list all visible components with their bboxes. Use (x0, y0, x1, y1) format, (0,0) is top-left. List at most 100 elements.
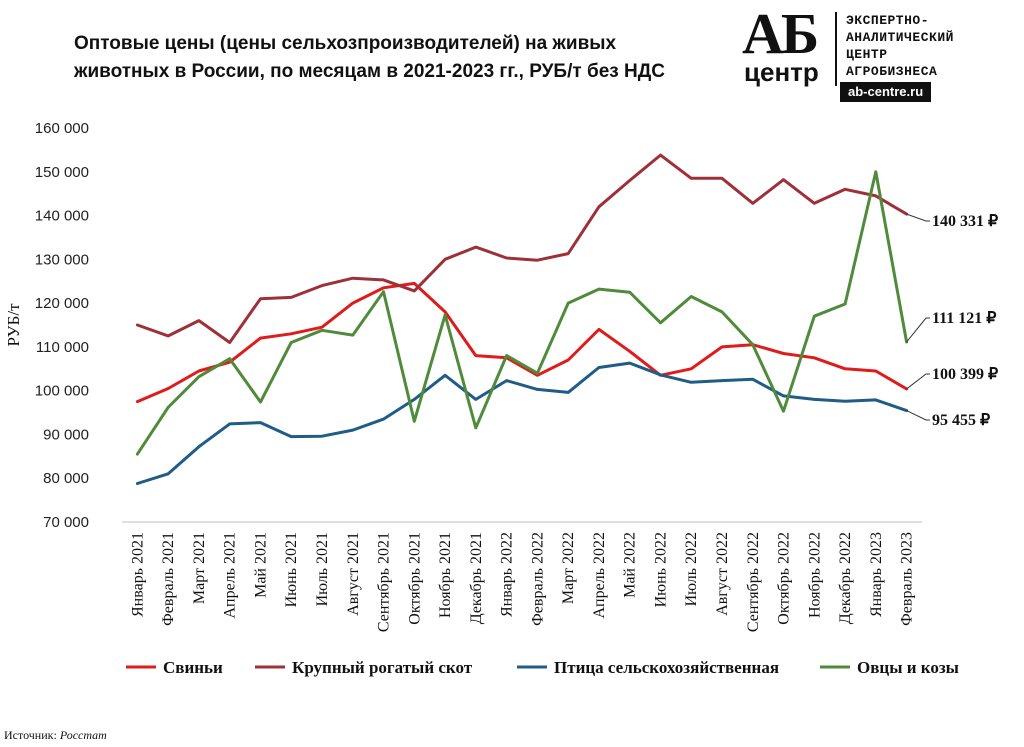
series-point-1 (874, 194, 878, 198)
logo-text: ЭКСПЕРТНО- АНАЛИТИЧЕСКИЙ ЦЕНТР АГРОБИЗНЕ… (846, 12, 954, 80)
y-tick-label: 110 000 (36, 339, 89, 356)
series-point-0 (813, 356, 816, 360)
series-point-3 (166, 406, 170, 409)
ab-centre-logo: АБ центр ЭКСПЕРТНО- АНАЛИТИЧЕСКИЙ ЦЕНТР … (742, 4, 1004, 106)
series-point-3 (259, 400, 262, 404)
y-tick-label: 100 000 (35, 383, 89, 400)
logo-line2: АНАЛИТИЧЕСКИЙ (846, 30, 954, 45)
series-point-1 (136, 323, 139, 327)
x-tick-label: Февраль 2021 (160, 532, 177, 626)
series-point-2 (628, 361, 631, 365)
series-point-1 (197, 319, 201, 322)
x-tick-label: Август 2021 (345, 532, 362, 616)
series-line-3 (135, 170, 909, 456)
series-point-0 (566, 358, 570, 362)
y-tick-label: 160 000 (35, 120, 89, 137)
series-point-3 (413, 420, 416, 423)
series-point-0 (166, 387, 170, 390)
series-point-1 (843, 188, 847, 191)
x-tick-label: Апрель 2021 (222, 532, 239, 619)
legend-label: Свиньи (163, 658, 223, 677)
series-point-2 (536, 388, 539, 391)
series-point-2 (382, 417, 385, 421)
series-point-3 (874, 170, 878, 173)
x-tick-label: Март 2022 (560, 532, 577, 604)
series-point-0 (597, 328, 601, 331)
series-point-3 (197, 375, 201, 378)
end-label-leader (906, 317, 930, 343)
x-tick-label: Декабрь 2022 (837, 532, 854, 624)
x-tick-label: Ноябрь 2022 (806, 532, 823, 618)
series-point-3 (228, 357, 231, 360)
series-point-3 (751, 343, 754, 346)
series-point-0 (351, 301, 354, 305)
series-point-3 (659, 321, 662, 325)
logo-mark-top: АБ (742, 1, 819, 66)
x-tick-label: Февраль 2022 (529, 532, 546, 626)
series-point-3 (690, 295, 693, 298)
y-tick-label: 140 000 (35, 208, 89, 225)
series-point-0 (197, 369, 201, 373)
series-point-3 (628, 290, 631, 294)
logo-mark-bottom: центр (744, 57, 819, 87)
legend-label: Птица сельскохозяйственная (554, 658, 779, 677)
series-point-2 (505, 379, 508, 382)
y-tick-label: 150 000 (35, 164, 89, 181)
series-point-3 (382, 290, 385, 293)
end-label-leader (906, 213, 930, 222)
series-point-2 (443, 374, 447, 377)
x-tick-label: Октябрь 2022 (776, 532, 793, 625)
logo-line4: АГРОБИЗНЕСА (846, 64, 938, 79)
series-point-2 (136, 482, 139, 485)
x-tick-label: Январь 2023 (868, 532, 885, 617)
series-point-2 (166, 472, 170, 476)
series-point-3 (813, 315, 816, 318)
x-tick-label: Июль 2021 (314, 532, 331, 606)
series-line-2 (135, 361, 909, 485)
series-point-2 (843, 399, 847, 403)
series-point-1 (320, 284, 324, 287)
series-point-1 (566, 252, 570, 255)
source-value: Росстат (59, 728, 107, 742)
series-point-3 (566, 301, 570, 305)
series-point-2 (690, 381, 693, 384)
series-point-0 (843, 367, 847, 370)
series-point-1 (720, 177, 724, 180)
x-tick-label: Январь 2021 (129, 532, 146, 617)
series-point-3 (320, 329, 324, 332)
y-tick-label: 120 000 (35, 295, 89, 312)
series-point-2 (874, 398, 878, 402)
series-point-2 (413, 398, 416, 401)
series-point-2 (320, 434, 324, 438)
series-point-3 (351, 333, 354, 337)
series-point-2 (782, 394, 785, 398)
x-tick-label: Июнь 2022 (652, 532, 669, 607)
series-point-1 (628, 179, 631, 182)
series-point-0 (782, 352, 785, 355)
x-tick-label: Сентябрь 2022 (745, 532, 762, 632)
series-point-1 (166, 334, 170, 338)
series-point-2 (813, 398, 816, 401)
series-point-3 (597, 287, 601, 291)
logo-line3: ЦЕНТР (846, 47, 888, 62)
series-point-0 (628, 350, 631, 353)
end-value-label: 140 331 ₽ (932, 213, 998, 230)
x-tick-label: Август 2022 (714, 532, 731, 616)
series-point-2 (474, 398, 478, 401)
series-point-0 (259, 336, 262, 340)
y-axis-label: РУБ/т (4, 303, 23, 347)
series-point-2 (351, 428, 354, 432)
legend-label: Крупный рогатый скот (292, 658, 473, 677)
chart-title-line2: животных в России, по месяцам в 2021-202… (74, 61, 665, 82)
logo-url: ab-centre.ru (840, 82, 932, 102)
series-point-0 (536, 374, 539, 377)
x-tick-label: Июль 2022 (683, 532, 700, 606)
series-point-1 (443, 258, 447, 261)
x-tick-label: Февраль 2023 (899, 532, 916, 626)
series-point-0 (690, 367, 693, 370)
series-point-3 (536, 371, 539, 375)
series-point-0 (136, 400, 139, 403)
series-point-0 (382, 286, 385, 289)
chart-title: Оптовые цены (цены сельхозпроизводителей… (74, 30, 714, 86)
y-tick-label: 80 000 (43, 470, 89, 487)
